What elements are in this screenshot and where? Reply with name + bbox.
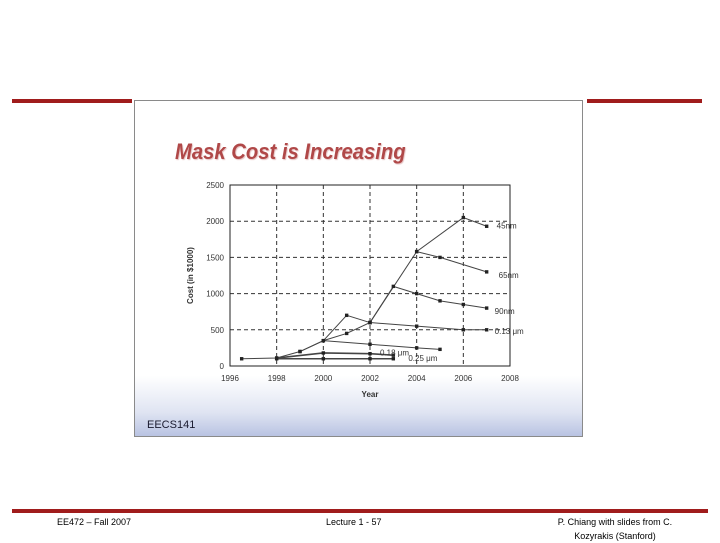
data-point	[274, 357, 279, 361]
footer-credits: P. Chiang with slides from C. Kozyrakis …	[557, 517, 673, 541]
series-label: 65nm	[499, 271, 519, 280]
x-tick-label: 2006	[454, 374, 472, 383]
series-line	[241, 217, 487, 360]
chart-labels: 45nm 65nm 90nm 0.13 μm 0.18 μm0.25 μm	[380, 221, 524, 363]
series-label: 90nm	[495, 307, 515, 316]
slide-title: Mask Cost is Increasing	[175, 139, 406, 164]
data-point	[368, 320, 372, 325]
course-code: EECS141	[147, 419, 196, 431]
data-point	[344, 313, 349, 318]
data-point	[461, 328, 466, 332]
y-axis-title: Cost (in $1000)	[186, 247, 195, 304]
data-point	[391, 353, 396, 357]
data-point	[391, 357, 396, 361]
data-point	[414, 346, 419, 350]
data-point	[438, 255, 442, 260]
y-tick-label: 1000	[206, 290, 224, 299]
x-tick-label: 2008	[501, 374, 519, 383]
series-label: 0.18 μm	[380, 348, 409, 357]
data-point	[484, 306, 489, 310]
y-tick-label: 500	[211, 326, 225, 335]
series-label: 45nm	[497, 221, 517, 230]
data-point	[391, 284, 396, 289]
x-tick-label: 2000	[314, 374, 332, 383]
data-point	[368, 342, 372, 346]
data-point	[461, 302, 466, 307]
footer-lecture: Lecture 1 - 57	[326, 517, 382, 527]
data-point	[414, 324, 419, 328]
chart-axes: 1996 1998 2000 2002 2004 2006 2008 0 500 1000 1500…	[186, 181, 519, 399]
y-tick-label: 0	[220, 362, 225, 371]
series-label: 0.13 μm	[495, 327, 524, 336]
data-point	[321, 351, 326, 355]
x-tick-label: 2002	[361, 374, 379, 383]
data-point	[414, 249, 419, 254]
data-point	[344, 331, 349, 336]
data-point	[239, 357, 244, 361]
series-line	[276, 352, 394, 359]
slide-image: Mask Cost is Increasing 1996 1998 2000 2002…	[134, 100, 583, 437]
data-point	[414, 291, 419, 296]
data-point	[321, 338, 326, 343]
x-axis-title: Year	[362, 390, 379, 399]
plot-frame	[229, 184, 511, 367]
series-line	[323, 322, 487, 342]
chart-grid	[230, 185, 510, 366]
series-line	[369, 285, 487, 323]
data-point	[368, 351, 372, 356]
series-line	[416, 251, 487, 273]
data-point	[461, 215, 466, 220]
chart-series	[239, 215, 489, 361]
x-tick-label: 2004	[408, 374, 426, 383]
top-left-accent-rule	[12, 99, 132, 103]
bottom-accent-rule	[12, 509, 708, 513]
cost-chart: 1996 1998 2000 2002 2004 2006 2008 0 500 1000 1500…	[186, 181, 524, 399]
y-tick-label: 1500	[206, 253, 224, 262]
data-point	[438, 299, 442, 303]
data-point	[298, 349, 302, 354]
y-tick-label: 2000	[206, 217, 224, 226]
x-tick-label: 1998	[268, 374, 286, 383]
footer-course: EE472 – Fall 2007	[57, 517, 132, 527]
top-right-accent-rule	[587, 99, 702, 103]
data-point	[484, 270, 489, 274]
data-point	[368, 357, 372, 361]
data-point	[438, 347, 442, 352]
x-tick-label: 1996	[221, 374, 239, 383]
data-point	[321, 357, 326, 361]
series-label: 0.25 μm	[408, 354, 437, 363]
data-point	[484, 224, 489, 228]
data-point	[484, 328, 489, 332]
y-tick-label: 2500	[206, 181, 224, 190]
